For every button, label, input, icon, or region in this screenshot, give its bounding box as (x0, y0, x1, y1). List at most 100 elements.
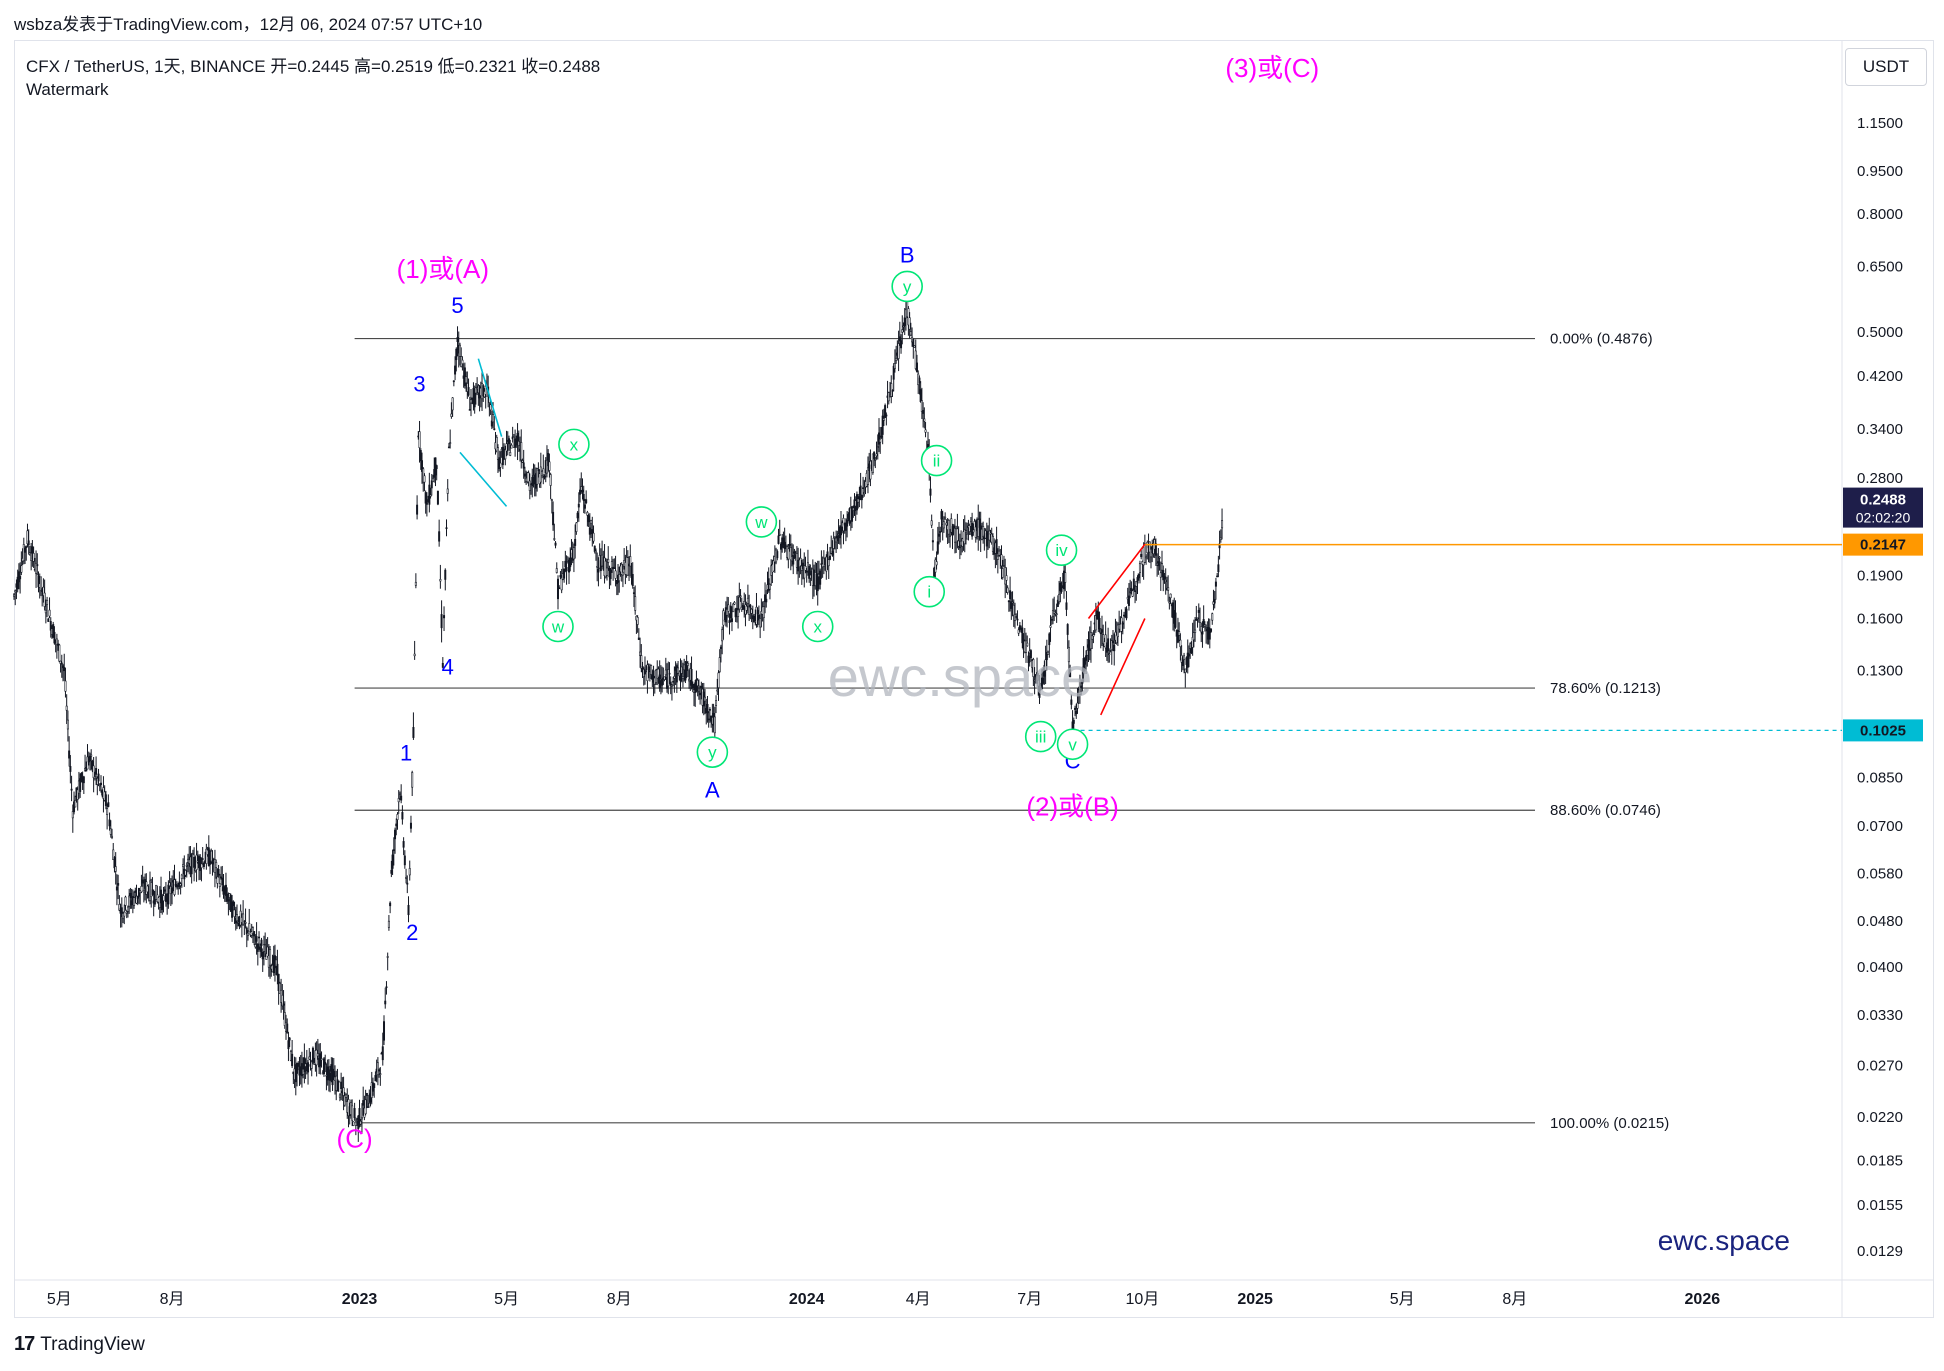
candle-body (60, 662, 63, 665)
candle-body (531, 477, 534, 487)
candle-body (699, 692, 702, 696)
candle-body (315, 1049, 318, 1066)
candle-body (988, 530, 991, 541)
tradingview-brand[interactable]: 17 TradingView (14, 1333, 145, 1356)
candle-body (1184, 668, 1187, 673)
candle-body (455, 348, 458, 361)
candle-body (587, 515, 590, 523)
candle-body (254, 944, 257, 948)
candle-body (952, 525, 955, 529)
candle-body (950, 518, 953, 533)
candle-body (657, 668, 660, 678)
candle-body (429, 494, 432, 497)
candle-body (62, 665, 65, 669)
candle-body (24, 547, 27, 553)
brand-name: TradingView (40, 1333, 145, 1355)
candle-body (621, 571, 624, 576)
candle-body (607, 558, 610, 563)
candle-body (461, 359, 464, 364)
candle-body (793, 551, 796, 554)
price-axis[interactable]: 1.40001.15000.95000.80000.65000.50000.42… (1857, 66, 1903, 1261)
fib-retracement[interactable]: 0.00% (0.4876) 78.60% (0.1213) 88.60% (0.0… (354, 331, 1670, 1132)
candle-body (1194, 629, 1197, 633)
candle-body (1058, 593, 1061, 603)
candle-body (1113, 644, 1116, 652)
candle-body (920, 400, 923, 412)
symbol-legend[interactable]: CFX / TetherUS, 1天, BINANCE 开=0.2445 高=0… (26, 57, 601, 76)
price-tick: 0.0330 (1857, 1007, 1903, 1024)
candle-body (218, 883, 221, 887)
currency-button[interactable]: USDT (1845, 48, 1927, 86)
candle-body (163, 889, 166, 892)
candle-body (1034, 674, 1037, 684)
candle-body (799, 557, 802, 567)
candle-body (875, 453, 878, 457)
candle-body (432, 478, 435, 482)
candle-body (898, 336, 901, 342)
candle-body (762, 606, 765, 619)
candle-body (340, 1081, 343, 1090)
candle-body (880, 435, 883, 438)
candle-body (469, 399, 472, 404)
candle-body (27, 540, 30, 546)
candle-body (329, 1072, 332, 1081)
candle-body (1086, 650, 1089, 656)
candle-body (1069, 669, 1072, 678)
candle-body (458, 344, 461, 357)
wave-labels[interactable]: (1)或(A)(3)或(C)(2)或(B)(C)53412BACyxwwxyii… (337, 53, 1320, 1153)
candle-body (1197, 609, 1200, 613)
candle-body (732, 603, 735, 613)
candle-body (387, 920, 390, 928)
candle-body (629, 556, 632, 567)
candle-body (579, 489, 582, 495)
candle-body (652, 670, 655, 683)
candle-body (727, 604, 730, 612)
candle-body (70, 788, 73, 791)
candle-body (49, 621, 52, 631)
candle-body (1168, 601, 1171, 604)
candle-body (452, 380, 455, 383)
candle-body (902, 325, 905, 328)
wave-circle-label: v (1068, 735, 1077, 754)
candle-body (369, 1093, 372, 1103)
candle-body (396, 814, 399, 820)
candle-body (1037, 679, 1040, 687)
candle-body (1127, 595, 1130, 606)
candle-body (991, 536, 994, 552)
indicator-legend[interactable]: Watermark (26, 80, 109, 99)
candle-body (43, 592, 46, 607)
candle-body (1005, 575, 1008, 581)
candle-body (1049, 625, 1052, 628)
candle-body (59, 660, 62, 664)
candle-body (1032, 659, 1035, 677)
candle-body (947, 520, 950, 535)
candle-body (739, 595, 742, 597)
candle-body (789, 547, 792, 561)
candle-body (873, 452, 876, 460)
candle-body (430, 480, 433, 489)
candle-body (757, 614, 760, 621)
wave-circle-label: w (551, 617, 565, 636)
candle-body (1092, 634, 1095, 637)
candle-body (1115, 635, 1118, 644)
candle-body (737, 609, 740, 617)
candle-body (663, 676, 666, 680)
price-tick: 0.3400 (1857, 421, 1903, 438)
price-levels[interactable] (1072, 543, 1842, 731)
candle-body (1121, 622, 1124, 625)
candle-body (1169, 593, 1172, 599)
candle-body (558, 587, 561, 590)
candle-body (243, 920, 246, 923)
candle-body (550, 499, 553, 501)
candle-body (490, 420, 493, 427)
trendlines[interactable] (459, 358, 1146, 716)
candle-body (913, 345, 916, 348)
candle-body (440, 614, 443, 629)
candle-body (1191, 637, 1194, 648)
chart-frame (14, 40, 1934, 1318)
candle-body (450, 413, 453, 417)
candle-body (1183, 655, 1186, 660)
candle-body (586, 512, 589, 516)
time-axis[interactable]: 5月 8月 2023 5月 8月 2024 4月 7月 10月 2025 5月 8月 2026 (47, 1291, 1720, 1308)
